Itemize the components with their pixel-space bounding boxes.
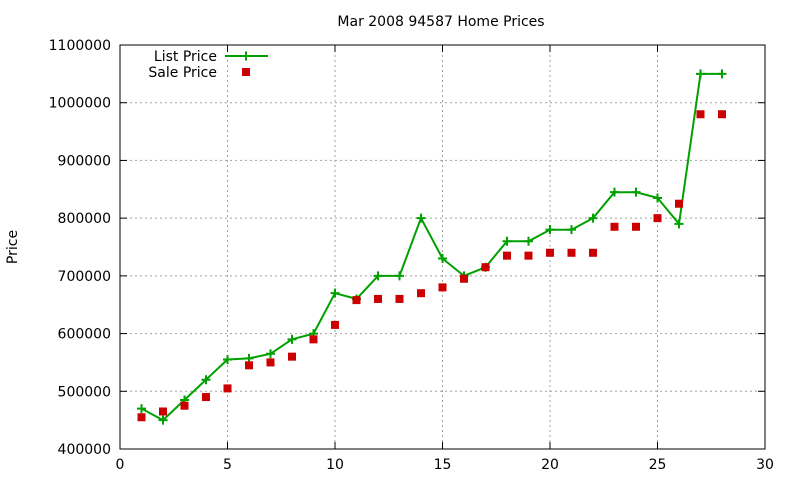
y-tick-label: 700000 (58, 269, 111, 285)
y-tick-label: 1100000 (49, 38, 111, 54)
list-price-point (201, 375, 211, 385)
axis-ticks: 0 5 10 15 20 25 30 400000 500000 600000 700000 8000… (49, 38, 774, 473)
list-price-point (502, 236, 512, 246)
chart-title: Mar 2008 94587 Home Prices (337, 14, 544, 30)
sale-price-point (567, 248, 576, 257)
sale-price-point (374, 294, 382, 303)
plot-frame (119, 44, 766, 450)
list-price-point (395, 271, 404, 281)
sale-price-point (610, 222, 619, 231)
sale-price-point (395, 294, 404, 303)
list-price-point (373, 271, 383, 281)
sale-price-point (438, 283, 447, 292)
sale-price-point (417, 289, 425, 298)
list-price-line (141, 72, 722, 422)
sale-price-point (460, 274, 468, 283)
legend-label-list-price: List Price (154, 49, 217, 65)
y-tick-label: 400000 (58, 442, 111, 458)
sale-price-point (331, 320, 339, 329)
sale-price-point (352, 296, 361, 305)
sale-price-point (309, 335, 318, 344)
y-axis-label: Price (5, 230, 21, 264)
list-price-point (438, 254, 447, 264)
sale-price-point (653, 214, 662, 223)
sale-price-point (481, 263, 490, 272)
y-tick-label: 1000000 (49, 96, 111, 112)
list-price-point (524, 236, 533, 246)
x-tick-label: 10 (326, 457, 344, 473)
y-tick-label: 900000 (58, 153, 111, 169)
x-tick-label: 20 (541, 457, 559, 473)
sale-price-point (137, 413, 146, 422)
sale-price-point (223, 384, 232, 393)
list-price-point (287, 334, 297, 344)
series-layer (137, 69, 727, 425)
y-tick-label: 600000 (58, 327, 111, 343)
sale-price-point (718, 110, 726, 119)
sale-price-point (675, 199, 683, 208)
list-price-point (330, 288, 340, 298)
sale-price-point (503, 251, 511, 260)
y-tick-label: 800000 (58, 211, 111, 227)
sale-price-point (589, 248, 597, 257)
grid-lines (120, 45, 765, 449)
sale-price-point (288, 352, 296, 361)
list-price-point (545, 225, 555, 235)
sale-price-point (266, 358, 275, 367)
sale-price-point (159, 407, 167, 416)
list-price-point (223, 355, 232, 365)
list-price-point (610, 187, 619, 197)
x-tick-label: 30 (756, 457, 774, 473)
list-price-point (588, 213, 598, 223)
list-price-point (137, 404, 146, 414)
sale-price-point (524, 251, 533, 260)
y-tick-label: 500000 (58, 384, 111, 400)
list-price-point (416, 213, 426, 223)
sale-price-point (180, 401, 189, 410)
sale-price-point (696, 110, 705, 119)
sale-price-point (202, 393, 210, 402)
list-price-point (674, 219, 684, 229)
legend-marker-sale-price (242, 68, 250, 76)
sale-price-point (546, 248, 554, 257)
list-price-point (653, 193, 662, 203)
legend-label-sale-price: Sale Price (148, 65, 217, 81)
list-price-point (567, 225, 576, 235)
list-price-point (631, 187, 641, 197)
list-price-point (266, 349, 275, 359)
sale-price-point (632, 222, 640, 231)
legend-marker-list-price (241, 51, 251, 61)
list-price-point (696, 69, 705, 79)
legend: List Price Sale Price (148, 49, 268, 81)
list-price-point (158, 415, 168, 425)
x-tick-label: 25 (649, 457, 667, 473)
x-tick-label: 0 (116, 457, 125, 473)
list-price-point (717, 69, 727, 79)
sale-price-point (245, 361, 253, 370)
x-tick-label: 5 (223, 457, 232, 473)
x-tick-label: 15 (434, 457, 452, 473)
